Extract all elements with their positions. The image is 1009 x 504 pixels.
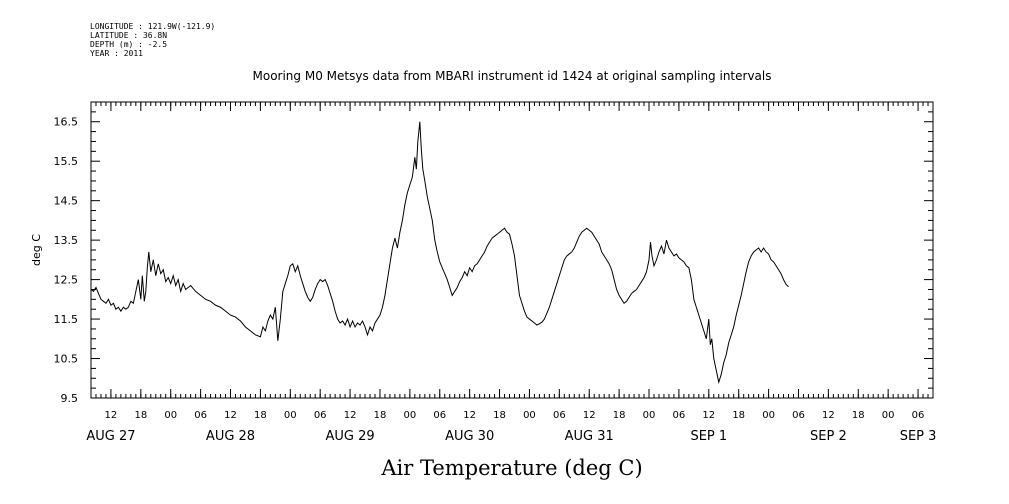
x-day-label: SEP 1 — [690, 429, 727, 444]
x-hour-tick-label: 00 — [882, 410, 895, 421]
plot-frame — [90, 101, 934, 399]
x-hour-tick-label: 18 — [134, 410, 147, 421]
x-hour-tick-label: 00 — [284, 410, 297, 421]
x-hour-tick-label: 06 — [792, 410, 805, 421]
x-axis-tick-labels: 12 18 00 06 12 18 00 06 12 18 00 06 12 18 00 06 12 18 00 06… — [86, 410, 936, 444]
y-tick-label: 12.5 — [54, 274, 79, 287]
x-hour-tick-label: 00 — [403, 410, 416, 421]
x-day-label: SEP 3 — [900, 429, 937, 444]
longitude-text: LONGITUDE : 121.9W(-121.9) — [90, 22, 216, 31]
x-hour-tick-label: 18 — [732, 410, 745, 421]
y-tick-label: 15.5 — [54, 155, 79, 168]
x-day-label: AUG 27 — [86, 429, 135, 444]
x-axis-label: Air Temperature (deg C) — [380, 456, 642, 480]
x-hour-tick-label: 06 — [194, 410, 207, 421]
latitude-text: LATITUDE : 36.8N — [90, 31, 168, 40]
x-day-label: AUG 28 — [206, 429, 255, 444]
x-hour-tick-label: 12 — [583, 410, 596, 421]
x-hour-tick-label: 00 — [523, 410, 536, 421]
x-hour-tick-label: 06 — [673, 410, 686, 421]
x-hour-tick-label: 00 — [643, 410, 656, 421]
chart-title: Mooring M0 Metsys data from MBARI instru… — [253, 69, 772, 83]
x-hour-tick-label: 12 — [105, 410, 118, 421]
x-hour-tick-label: 06 — [912, 410, 925, 421]
y-tick-label: 13.5 — [54, 234, 79, 247]
y-tick-label: 14.5 — [54, 195, 79, 208]
axis-ticks — [90, 101, 934, 399]
x-hour-tick-label: 06 — [433, 410, 446, 421]
x-hour-tick-label: 00 — [762, 410, 775, 421]
x-day-label: AUG 29 — [325, 429, 374, 444]
x-hour-tick-label: 12 — [344, 410, 357, 421]
y-axis-tick-labels: 9.5 10.5 11.5 12.5 13.5 14.5 15.5 16.5 — [54, 116, 79, 405]
x-hour-tick-label: 06 — [553, 410, 566, 421]
y-tick-label: 9.5 — [61, 392, 79, 405]
x-day-label: AUG 31 — [565, 429, 614, 444]
x-hour-tick-label: 18 — [254, 410, 267, 421]
year-text: YEAR : 2011 — [90, 49, 143, 58]
x-hour-tick-label: 00 — [164, 410, 177, 421]
x-hour-tick-label: 12 — [224, 410, 237, 421]
x-day-label: SEP 2 — [810, 429, 847, 444]
y-tick-label: 10.5 — [54, 353, 79, 366]
air-temperature-series-line — [90, 121, 789, 385]
x-day-label: AUG 30 — [445, 429, 494, 444]
x-hour-tick-label: 12 — [702, 410, 715, 421]
x-hour-tick-label: 18 — [493, 410, 506, 421]
x-hour-tick-label: 12 — [463, 410, 476, 421]
x-hour-tick-label: 18 — [613, 410, 626, 421]
depth-text: DEPTH (m) : -2.5 — [90, 40, 168, 49]
x-hour-tick-label: 12 — [822, 410, 835, 421]
mooring-metadata: LONGITUDE : 121.9W(-121.9) LATITUDE : 36… — [90, 22, 215, 58]
y-tick-label: 11.5 — [54, 313, 79, 326]
y-axis-label: deg C — [30, 234, 43, 266]
x-hour-tick-label: 18 — [852, 410, 865, 421]
x-hour-tick-label: 18 — [374, 410, 387, 421]
x-hour-tick-label: 06 — [314, 410, 327, 421]
y-tick-label: 16.5 — [54, 116, 79, 129]
